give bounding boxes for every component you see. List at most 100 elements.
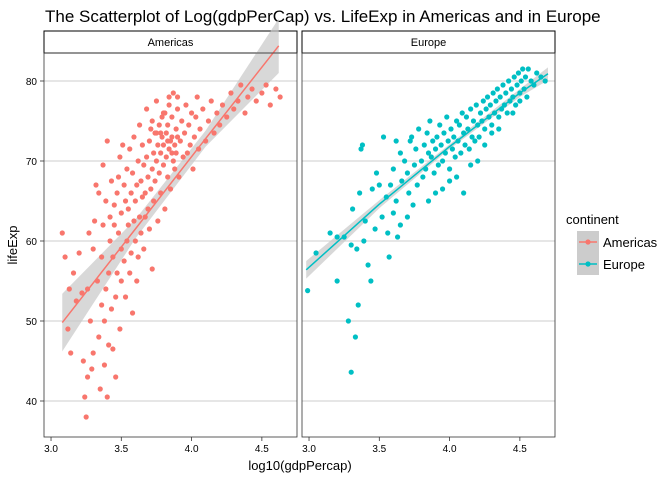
data-point [59, 230, 65, 236]
data-point [365, 262, 371, 268]
legend-title: continent [566, 212, 619, 227]
y-tick-label: 70 [26, 157, 38, 168]
data-point [434, 134, 440, 140]
data-point [439, 186, 446, 192]
data-point [480, 98, 486, 104]
data-point [489, 122, 495, 128]
data-point [510, 110, 516, 116]
data-point [253, 98, 259, 104]
data-point [358, 146, 364, 152]
data-point [458, 150, 464, 156]
data-point [432, 146, 439, 152]
data-point [153, 158, 160, 164]
data-point [449, 146, 455, 152]
data-point [231, 106, 237, 112]
data-point [149, 266, 155, 272]
data-point [184, 150, 190, 156]
data-point [166, 102, 172, 108]
y-axis-ticks: 40 50 60 70 80 [26, 77, 44, 408]
data-point [468, 162, 474, 168]
data-point [245, 94, 251, 100]
data-point [99, 254, 105, 260]
data-point [361, 238, 367, 244]
data-point [174, 94, 181, 100]
data-point [273, 86, 279, 92]
data-point [193, 114, 199, 120]
data-point [416, 126, 422, 132]
data-point [432, 190, 439, 196]
data-point [200, 106, 206, 112]
data-point [448, 126, 454, 132]
data-point [103, 286, 109, 292]
data-point [528, 78, 534, 84]
data-point [334, 234, 340, 240]
data-point [145, 174, 151, 180]
data-point [82, 394, 88, 400]
data-point [348, 242, 354, 248]
data-point [228, 90, 234, 96]
data-point [373, 170, 380, 176]
data-point [121, 182, 127, 188]
data-point [430, 138, 436, 144]
data-point [439, 158, 446, 164]
data-point [70, 270, 77, 276]
data-point [180, 154, 186, 160]
data-point [181, 130, 188, 136]
data-point [136, 214, 143, 220]
data-point [446, 178, 453, 184]
data-point [152, 178, 158, 184]
data-point [66, 286, 72, 292]
data-point [517, 98, 523, 104]
points-europe [305, 66, 548, 375]
data-point [148, 186, 154, 192]
data-point [114, 270, 120, 276]
data-point [214, 110, 220, 116]
data-point [101, 362, 108, 368]
data-point [156, 122, 162, 128]
strip-label-europe: Europe [411, 37, 446, 49]
data-point [160, 142, 167, 148]
data-point [87, 318, 93, 324]
x-tick-label: 4.5 [255, 444, 269, 455]
data-point [149, 166, 155, 172]
data-point [139, 142, 145, 148]
data-point [132, 198, 138, 204]
y-tick-label: 50 [26, 317, 38, 328]
data-point [115, 230, 122, 236]
data-point [194, 94, 200, 100]
data-point [211, 130, 217, 136]
trend-line-americas [61, 45, 280, 324]
data-point [129, 310, 136, 316]
data-point [390, 210, 396, 216]
data-point [197, 126, 203, 132]
data-point [183, 102, 189, 108]
data-point [394, 234, 401, 240]
data-point [79, 290, 85, 296]
data-point [362, 218, 368, 224]
data-point [96, 334, 102, 340]
data-point [146, 138, 153, 144]
data-point [76, 250, 82, 256]
data-point [459, 110, 465, 116]
data-point [524, 94, 530, 100]
legend-label: Americas [603, 235, 658, 250]
data-point [413, 146, 419, 152]
data-point [421, 142, 427, 148]
data-point [191, 134, 197, 140]
data-point [208, 98, 214, 104]
data-point [504, 110, 510, 116]
data-point [131, 218, 137, 224]
data-point [177, 138, 183, 144]
data-point [155, 142, 161, 148]
data-point [534, 70, 540, 76]
data-point [163, 154, 169, 160]
data-point [115, 174, 122, 180]
x-tick-label: 3.0 [44, 444, 58, 455]
data-point [139, 194, 145, 200]
data-point [425, 198, 432, 204]
data-point [113, 374, 119, 380]
data-point [174, 134, 181, 140]
data-point [107, 214, 113, 220]
data-point [80, 358, 86, 364]
